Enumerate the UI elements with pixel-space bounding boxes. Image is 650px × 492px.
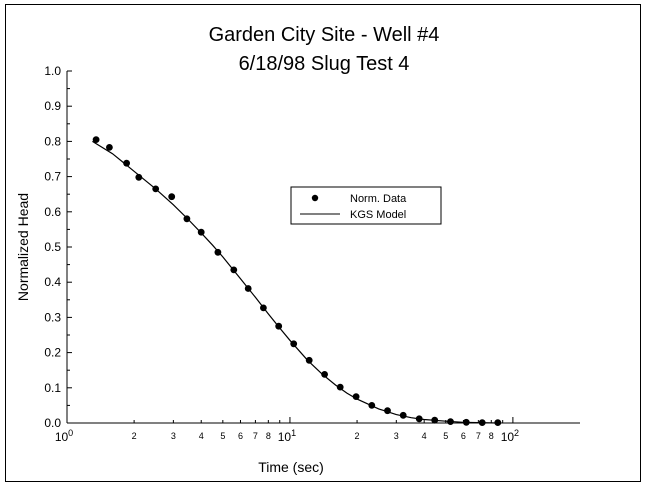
data-point: [415, 415, 423, 423]
x-minor-tick-label: 7: [253, 431, 258, 441]
x-minor-tick-label: 2: [355, 431, 360, 441]
x-minor-tick-label: 2: [132, 431, 137, 441]
y-tick-label: 0.4: [44, 275, 61, 289]
x-major-tick-exponent: 1: [291, 428, 296, 438]
data-point: [230, 266, 238, 274]
data-point: [92, 136, 100, 144]
x-major-tick-base: 10: [278, 430, 292, 444]
data-point: [368, 402, 376, 409]
y-axis: 0.0 0.1 0.2 0.3 0.4 0.5 0.6 0.7 0.8 0.9 1.0: [44, 64, 72, 430]
chart-frame: Garden City Site - Well #4 6/18/98 Slug …: [5, 4, 641, 482]
x-minor-tick-label: 3: [394, 431, 399, 441]
y-tick-label: 0.3: [44, 310, 61, 324]
x-minor-tick-label: 6: [461, 431, 466, 441]
y-tick-label: 0.1: [44, 381, 61, 395]
x-major-tick-label: 100: [55, 428, 73, 444]
data-point: [494, 419, 502, 426]
data-point: [214, 248, 222, 256]
x-minor-tick-label: 8: [266, 431, 271, 441]
data-point: [384, 407, 391, 415]
x-minor-tick-label: 8: [489, 431, 494, 441]
data-point: [399, 411, 407, 419]
x-minor-tick-label: 4: [422, 431, 427, 441]
legend-label-norm-data: Norm. Data: [350, 193, 407, 205]
y-tick-label: 0.0: [44, 416, 61, 430]
x-major-tick-exponent: 2: [514, 428, 519, 438]
data-point: [275, 322, 283, 330]
data-point: [123, 159, 130, 167]
x-major-tick-exponent: 0: [68, 428, 73, 438]
data-point: [168, 193, 176, 201]
data-point: [336, 383, 344, 391]
legend: Norm. Data KGS Model: [290, 186, 442, 225]
data-point: [244, 285, 252, 292]
data-point: [305, 356, 313, 364]
x-major-tick-label: 102: [501, 428, 519, 444]
x-minor-tick-label: 5: [220, 431, 225, 441]
chart-subtitle: 6/18/98 Slug Test 4: [239, 53, 410, 75]
legend-marker-norm-data: [311, 194, 319, 202]
legend-label-kgs-model: KGS Model: [350, 209, 406, 221]
chart-title: Garden City Site - Well #4: [209, 24, 440, 46]
data-point: [478, 419, 486, 426]
data-point: [260, 304, 267, 312]
chart-svg: Garden City Site - Well #4 6/18/98 Slug …: [15, 24, 580, 475]
data-point: [152, 185, 160, 193]
x-major-tick-base: 10: [55, 430, 69, 444]
x-minor-tick-label: 6: [238, 431, 243, 441]
series-layer: [92, 136, 502, 426]
x-minor-tick-label: 5: [443, 431, 448, 441]
data-point: [352, 393, 360, 400]
plot-area: [66, 71, 580, 424]
y-tick-label: 0.7: [44, 170, 61, 184]
data-point: [183, 215, 191, 223]
legend-box: [290, 186, 442, 225]
x-major-tick-label: 101: [278, 428, 296, 444]
x-axis-label: Time (sec): [258, 459, 324, 475]
y-tick-label: 1.0: [44, 64, 61, 78]
data-point: [431, 416, 439, 424]
data-point: [197, 228, 205, 236]
data-point: [135, 173, 143, 181]
y-tick-label: 0.5: [44, 240, 61, 254]
y-axis-label: Normalized Head: [15, 193, 31, 301]
y-tick-label: 0.8: [44, 134, 61, 148]
series-line-kgs-model: [92, 140, 498, 424]
y-tick-label: 0.6: [44, 205, 61, 219]
y-tick-label: 0.9: [44, 99, 61, 113]
data-point: [106, 144, 113, 151]
x-major-tick-base: 10: [501, 430, 515, 444]
x-minor-tick-label: 7: [476, 431, 481, 441]
data-point: [321, 371, 328, 378]
data-point: [447, 418, 454, 425]
y-tick-label: 0.2: [44, 346, 61, 360]
data-point: [462, 418, 470, 426]
x-minor-tick-label: 3: [171, 431, 176, 441]
x-minor-tick-label: 4: [199, 431, 204, 441]
data-point: [290, 340, 298, 348]
